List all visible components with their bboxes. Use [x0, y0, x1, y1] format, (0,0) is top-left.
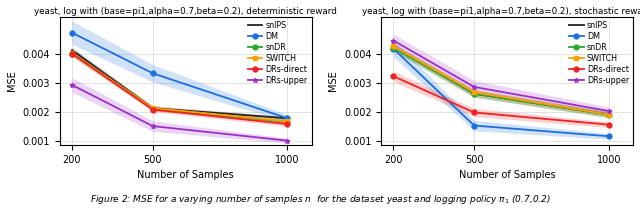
X-axis label: Number of Samples: Number of Samples — [138, 170, 234, 180]
Title: yeast, log with (base=pi1,alpha=0.7,beta=0.2), deterministic reward: yeast, log with (base=pi1,alpha=0.7,beta… — [35, 7, 337, 16]
Title: yeast, log with (base=pi1,alpha=0.7,beta=0.2), stochastic reward: yeast, log with (base=pi1,alpha=0.7,beta… — [362, 7, 640, 16]
Y-axis label: MSE: MSE — [328, 71, 339, 91]
X-axis label: Number of Samples: Number of Samples — [459, 170, 556, 180]
Legend: snIPS, DM, snDR, SWITCH, DRs-direct, DRs-upper: snIPS, DM, snDR, SWITCH, DRs-direct, DRs… — [246, 19, 309, 87]
Y-axis label: MSE: MSE — [7, 71, 17, 91]
Text: Figure 2: MSE for a varying number of samples $n$  for the dataset yeast and log: Figure 2: MSE for a varying number of sa… — [90, 193, 550, 206]
Legend: snIPS, DM, snDR, SWITCH, DRs-direct, DRs-upper: snIPS, DM, snDR, SWITCH, DRs-direct, DRs… — [568, 19, 630, 87]
